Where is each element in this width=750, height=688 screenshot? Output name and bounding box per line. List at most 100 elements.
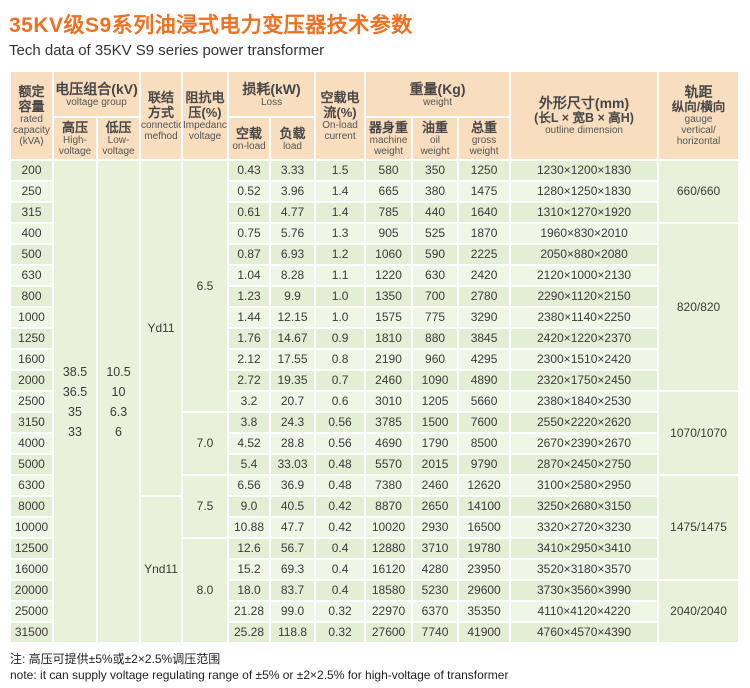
- outline-dimension-cell: 3250×2680×3150: [509, 495, 660, 518]
- machine-weight-cell: 16120: [364, 558, 414, 581]
- header-line: 阻抗电: [185, 89, 225, 105]
- capacity-cell: 630: [9, 264, 54, 287]
- header-line: weight: [420, 146, 450, 157]
- current-cell: 0.4: [314, 558, 367, 581]
- machine-weight-cell: 10020: [364, 516, 414, 539]
- oil-weight-cell: 440: [411, 201, 460, 224]
- load-loss-cell: 17.55: [269, 348, 317, 371]
- table-row: 10000 10.88 47.7 0.42 10020 2930 16500 3320×272…: [9, 516, 739, 539]
- col-header-impedance: 阻抗电 压(%) Impedance voltage: [181, 70, 230, 161]
- capacity-cell: 8000: [9, 495, 54, 518]
- header-line: 损耗(kW): [242, 80, 301, 97]
- note-en: note: it can supply voltage regulating r…: [10, 668, 509, 682]
- table-row: 20000 18.0 83.7 0.4 18580 5230 29600 3730×3560×…: [9, 579, 741, 644]
- machine-weight-cell: 5570: [364, 453, 414, 476]
- header-line: 油重: [422, 120, 449, 135]
- outline-dimension-cell: 1960×830×2010: [509, 222, 660, 245]
- note-cn: 注: 高压可提供±5%或±2×2.5%调压范围: [10, 652, 221, 666]
- outline-dimension-cell: 1280×1250×1830: [509, 180, 660, 203]
- outline-dimension-cell: 3410×2950×3410: [509, 537, 660, 560]
- current-cell: 0.42: [314, 495, 367, 518]
- load-loss-cell: 56.7: [269, 537, 317, 560]
- table-row: 4000 4.52 28.8 0.56 4690 1790 8500 2670×2390×26…: [9, 432, 739, 455]
- col-header-lv: 低压 Low- voltage: [95, 116, 142, 161]
- machine-weight-cell: 8870: [364, 495, 414, 518]
- gross-weight-cell: 23950: [457, 558, 512, 581]
- lv-values-cell: 10.5 10 6.3 6: [95, 159, 142, 644]
- oil-weight-cell: 525: [411, 222, 460, 245]
- col-header-weight: 重量(Kg) weight: [364, 70, 512, 118]
- header-line: 容量: [18, 99, 45, 114]
- table-header: 额定 容量 rated capacity (kVA) 电压组合(kV) volt…: [9, 70, 741, 161]
- current-cell: 0.42: [314, 516, 367, 539]
- oil-weight-cell: 1790: [411, 432, 460, 455]
- header-line: oil: [430, 135, 441, 146]
- machine-weight-cell: 1060: [364, 243, 414, 266]
- no-load-loss-cell: 1.04: [227, 264, 272, 287]
- connection-cell: Yd11: [139, 159, 184, 497]
- header-line: current: [324, 130, 356, 142]
- machine-weight-cell: 2190: [364, 348, 414, 371]
- current-cell: 1.4: [314, 201, 367, 224]
- gross-weight-cell: 41900: [457, 621, 512, 644]
- header-line: gross: [471, 135, 497, 146]
- current-cell: 0.32: [314, 621, 367, 644]
- table-row: 1000 1.44 12.15 1.0 1575 775 3290 2380×1140×225…: [9, 306, 739, 329]
- gross-weight-cell: 16500: [457, 516, 512, 539]
- load-loss-cell: 20.7: [269, 390, 317, 413]
- current-cell: 1.5: [314, 159, 367, 182]
- col-header-voltage-group: 电压组合(kV) voltage group: [51, 70, 142, 118]
- capacity-cell: 2000: [9, 369, 54, 392]
- no-load-loss-cell: 1.76: [227, 327, 272, 350]
- oil-weight-cell: 6370: [411, 600, 460, 623]
- gross-weight-cell: 9790: [457, 453, 512, 476]
- load-loss-cell: 69.3: [269, 558, 317, 581]
- oil-weight-cell: 2650: [411, 495, 460, 518]
- capacity-cell: 500: [9, 243, 54, 266]
- machine-weight-cell: 12880: [364, 537, 414, 560]
- gross-weight-cell: 14100: [457, 495, 512, 518]
- header-row-sub: 高压 High- voltage 低压 Low- voltage 空载 on-l…: [10, 116, 739, 161]
- machine-weight-cell: 2460: [364, 369, 414, 392]
- current-cell: 0.6: [314, 390, 367, 413]
- capacity-cell: 10000: [9, 516, 54, 539]
- outline-dimension-cell: 2380×1840×2530: [509, 390, 660, 413]
- machine-weight-cell: 22970: [364, 600, 414, 623]
- no-load-loss-cell: 0.75: [227, 222, 272, 245]
- col-header-no-load-loss: 空载 on-load: [227, 116, 272, 161]
- load-loss-cell: 19.35: [269, 369, 317, 392]
- machine-weight-cell: 1220: [364, 264, 414, 287]
- outline-dimension-cell: 2290×1120×2150: [509, 285, 660, 308]
- table-row: 1250 1.76 14.67 0.9 1810 880 3845 2420×1220×237…: [9, 327, 739, 350]
- col-header-hv: 高压 High- voltage: [52, 116, 98, 161]
- current-cell: 0.48: [314, 474, 367, 497]
- oil-weight-cell: 3710: [411, 537, 460, 560]
- no-load-loss-cell: 2.12: [227, 348, 272, 371]
- footnotes: 注: 高压可提供±5%或±2×2.5%调压范围 note: it can sup…: [10, 651, 741, 683]
- header-line: 空载电: [320, 89, 360, 105]
- no-load-loss-cell: 0.61: [227, 201, 272, 224]
- col-header-connection: 联结 方式 connection mefhod: [139, 70, 184, 161]
- col-header-outline: 外形尺寸(mm) (长L × 宽B × 高H) outline dimensio…: [509, 70, 660, 161]
- machine-weight-cell: 1810: [364, 327, 414, 350]
- gross-weight-cell: 2420: [457, 264, 512, 287]
- current-cell: 1.2: [314, 243, 367, 266]
- header-line: voltage group: [66, 96, 127, 108]
- capacity-cell: 200: [9, 159, 54, 182]
- no-load-loss-cell: 3.2: [227, 390, 272, 413]
- current-cell: 1.3: [314, 222, 367, 245]
- no-load-loss-cell: 0.43: [227, 159, 272, 182]
- oil-weight-cell: 1090: [411, 369, 460, 392]
- capacity-cell: 315: [9, 201, 54, 224]
- header-line: 电压组合(kV): [55, 80, 138, 97]
- header-line: gauge: [684, 114, 713, 125]
- outline-dimension-cell: 2300×1510×2420: [509, 348, 660, 371]
- header-line: 器身重: [369, 120, 409, 135]
- oil-weight-cell: 2015: [411, 453, 460, 476]
- gross-weight-cell: 8500: [457, 432, 512, 455]
- no-load-loss-cell: 1.23: [227, 285, 272, 308]
- load-loss-cell: 47.7: [269, 516, 317, 539]
- table-row: 630 1.04 8.28 1.1 1220 630 2420 2120×1000×2130: [9, 264, 739, 287]
- table-row: 3150 7.0 3.8 24.3 0.56 3785 1500 7600 2550×2220×…: [9, 411, 739, 476]
- no-load-loss-cell: 0.87: [227, 243, 272, 266]
